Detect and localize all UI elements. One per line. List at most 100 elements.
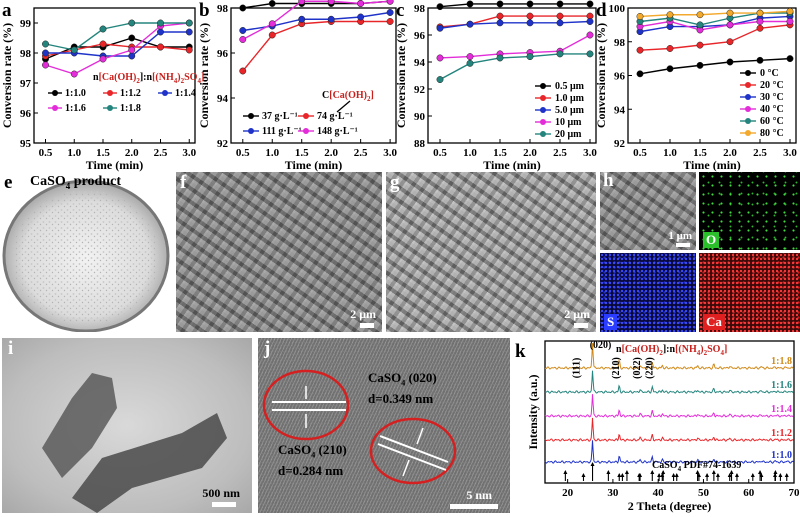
data-point (586, 50, 594, 58)
y-tick-label: 99 (20, 18, 32, 30)
panel-letter-j: j (264, 338, 271, 359)
data-point (466, 53, 474, 61)
formula-part: [(NH (675, 344, 697, 355)
x-tick-label: 20 (562, 487, 574, 499)
x-tick-label: 1.0 (265, 147, 279, 159)
series-line (639, 24, 791, 51)
legend-label: 10 μm (555, 117, 582, 128)
data-point (466, 20, 474, 28)
y-tick-label: 98 (614, 37, 626, 49)
x-tick-label: 30 (607, 487, 619, 499)
y-tick-label: 94 (414, 57, 426, 69)
xrd-pattern (544, 370, 794, 394)
data-point (157, 43, 164, 51)
data-point (436, 54, 444, 62)
panel-letter-b: b (199, 0, 210, 21)
legend-label: 20 μm (555, 129, 582, 140)
x-tick-label: 3.0 (182, 147, 196, 159)
y-tick-label: 92 (217, 138, 229, 150)
x-tick-label: 2.0 (523, 147, 537, 159)
ann-020-d: d=0.349 nm (368, 390, 434, 406)
formula-part: 4 (697, 349, 701, 357)
x-tick-label: 1.5 (295, 147, 309, 159)
formula-part: ]:n (663, 344, 676, 355)
scale-bar-i (212, 502, 236, 507)
legend-marker (540, 95, 546, 101)
data-point (556, 50, 564, 58)
legend-label: 37 g·L⁻¹ (262, 111, 298, 122)
formula-part: 2 (136, 77, 140, 85)
reference-arrowhead (759, 473, 764, 477)
ring-020 (369, 417, 457, 485)
legend-marker (162, 90, 168, 96)
data-point (696, 41, 704, 49)
x-tick-label: 0.5 (236, 147, 250, 159)
data-point (327, 0, 335, 5)
reference-arrowhead (750, 473, 755, 477)
peak-label: (210) (611, 357, 622, 379)
formula-part: 4 (174, 77, 178, 85)
formula-part: ]:n (140, 72, 153, 83)
reference-arrowhead (734, 473, 739, 477)
legend-title-b: C[Ca(OH)2] (322, 90, 374, 103)
arrow-020-b (402, 459, 410, 477)
data-point (756, 18, 764, 25)
formula-part: n (616, 344, 622, 355)
data-point (526, 0, 534, 8)
reference-arrowhead (617, 473, 622, 477)
legend-marker (540, 107, 546, 113)
legend-label: 80 °C (760, 128, 784, 139)
formula-part: 4 (197, 77, 201, 85)
scale-label-f: 2 μm (350, 307, 376, 321)
legend-label: 5.0 μm (555, 105, 585, 116)
reference-part: 4 (678, 465, 682, 473)
y-tick-label: 88 (414, 138, 426, 150)
data-point (185, 28, 193, 36)
x-tick-label: 0.5 (39, 147, 53, 159)
x-tick-label: 50 (698, 487, 710, 499)
ann-020-main: CaSO (368, 370, 402, 385)
data-point (436, 76, 444, 84)
formula-part: [(NH (152, 72, 174, 83)
legend-marker (745, 130, 751, 136)
x-tick-label: 2.5 (553, 147, 567, 159)
data-point (496, 0, 504, 8)
y-tick-label: 96 (20, 108, 32, 120)
panel-letter-h: h (603, 172, 614, 191)
data-point (696, 61, 704, 69)
legend-marker (248, 128, 254, 134)
formula-part: SO (184, 72, 198, 83)
reference-arrowhead (620, 473, 625, 477)
caption-main: CaSO (30, 174, 66, 189)
series-line (242, 20, 391, 72)
series-line (45, 22, 190, 75)
data-point (526, 12, 534, 20)
series-label: 1:1.2 (771, 428, 792, 439)
legend-marker (52, 105, 58, 111)
reference-label: CaSO4 PDF#74-1639 (652, 460, 741, 473)
x-tick-label: 2.0 (125, 147, 139, 159)
y-tick-label: 98 (20, 48, 32, 60)
formula-part: C (322, 90, 329, 101)
x-tick-label: 2.5 (354, 147, 368, 159)
ann-210-main: CaSO (278, 442, 312, 457)
reference-arrowhead (711, 470, 716, 474)
y-tick-label: 92 (414, 84, 426, 96)
formula-part: n (93, 72, 99, 83)
reference-arrowhead (784, 473, 789, 477)
series-line (639, 15, 791, 33)
x-tick-label: 0.5 (433, 147, 447, 159)
data-point (636, 12, 644, 20)
data-point (42, 61, 49, 69)
series-label: 1:1.4 (771, 404, 792, 415)
data-point (526, 19, 534, 27)
data-point (239, 36, 247, 43)
data-point (42, 49, 49, 57)
scale-bar-g (574, 323, 588, 328)
eds-map-s: S (600, 253, 696, 332)
x-axis-label: Time (min) (86, 158, 143, 172)
legend-label: 0.5 μm (555, 81, 585, 92)
scale-label-j: 5 nm (466, 488, 492, 502)
data-point (298, 15, 306, 23)
